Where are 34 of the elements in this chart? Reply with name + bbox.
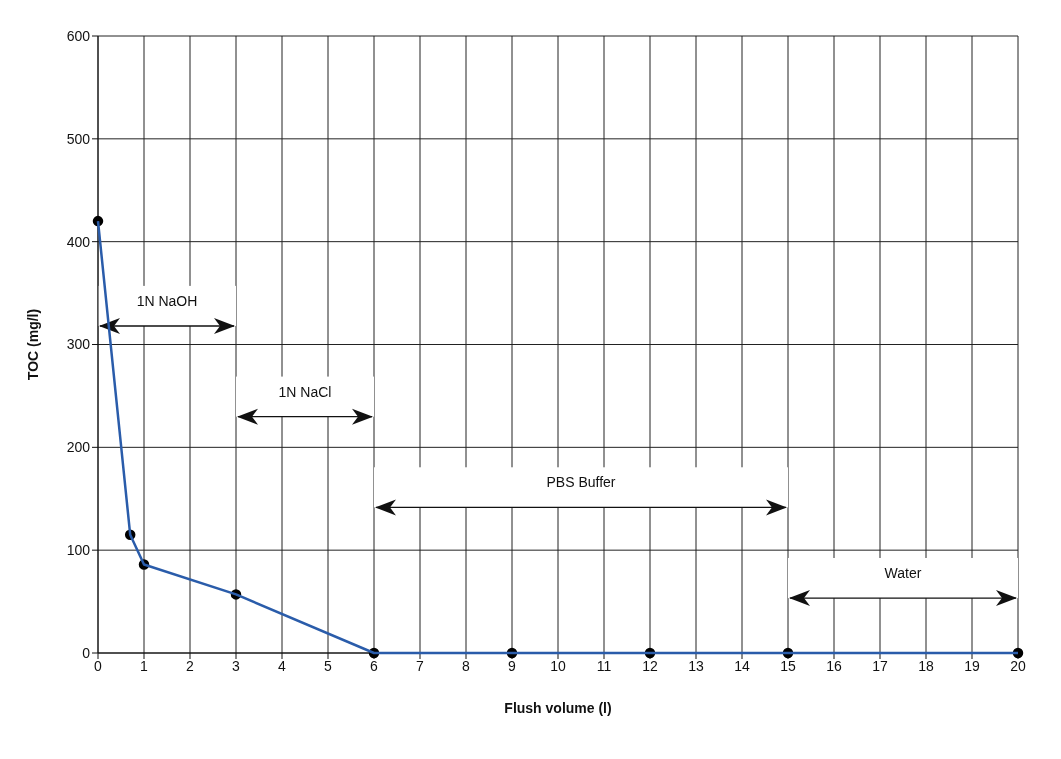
band-label: 1N NaCl <box>278 383 332 400</box>
y-axis-title: TOC (mg/l) <box>24 308 41 381</box>
x-tick-label: 14 <box>734 657 750 674</box>
x-tick-label: 13 <box>688 657 704 674</box>
y-tick-label: 600 <box>66 27 91 44</box>
x-tick-label: 8 <box>462 657 471 674</box>
y-tick-label: 400 <box>66 233 91 250</box>
x-tick-label: 20 <box>1010 657 1026 674</box>
x-axis-title: Flush volume (l) <box>504 700 612 716</box>
x-tick-label: 9 <box>508 657 517 674</box>
y-tick-label: 200 <box>66 439 91 456</box>
y-tick-label: 100 <box>66 542 91 559</box>
y-tick-label: 300 <box>66 336 91 353</box>
x-tick-label: 3 <box>232 657 241 674</box>
x-tick-label: 4 <box>278 657 287 674</box>
band-label: 1N NaOH <box>136 292 198 309</box>
x-tick-label: 2 <box>186 657 195 674</box>
y-tick-label: 500 <box>66 130 91 147</box>
x-tick-label: 12 <box>642 657 658 674</box>
x-tick-label: 0 <box>94 657 103 674</box>
x-tick-label: 18 <box>918 657 934 674</box>
x-tick-label: 17 <box>872 657 888 674</box>
x-tick-label: 1 <box>140 657 149 674</box>
x-tick-label: 19 <box>964 657 980 674</box>
x-tick-label: 5 <box>324 657 333 674</box>
x-tick-label: 10 <box>550 657 566 674</box>
band-label: PBS Buffer <box>546 474 616 491</box>
x-tick-label: 6 <box>370 657 379 674</box>
x-tick-label: 7 <box>416 657 425 674</box>
band-label: Water <box>884 564 922 581</box>
x-tick-label: 15 <box>780 657 796 674</box>
y-tick-label: 0 <box>82 644 91 661</box>
x-tick-label: 11 <box>596 657 612 674</box>
x-tick-label: 16 <box>826 657 842 674</box>
